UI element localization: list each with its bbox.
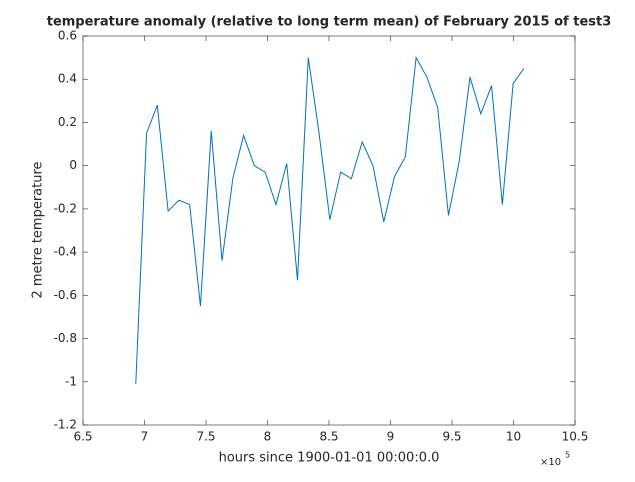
x-tick-label: 7.5	[196, 430, 215, 444]
x-tick-label: 8.5	[319, 430, 338, 444]
y-axis-label: 2 metre temperature	[31, 161, 46, 298]
y-tick-label: -0.6	[54, 288, 77, 302]
y-tick-label: -1	[65, 374, 77, 388]
x-tick-label: 9.5	[442, 430, 461, 444]
chart-title: temperature anomaly (relative to long te…	[47, 15, 612, 30]
y-tick-label: 0.4	[58, 72, 77, 86]
x-multiplier-exponent: 5	[565, 451, 570, 460]
x-multiplier-base: ×10	[540, 457, 561, 468]
x-tick-label: 8	[264, 430, 272, 444]
y-tick-label: -0.2	[54, 201, 77, 215]
x-axis-label: hours since 1900-01-01 00:00:0.0	[219, 451, 440, 466]
y-tick-label: -0.8	[54, 331, 77, 345]
y-tick-label: 0	[69, 158, 77, 172]
axes-box	[82, 35, 576, 426]
y-tick-label: -1.2	[54, 418, 77, 432]
x-tick-label: 7	[141, 430, 149, 444]
y-tick-label: 0.2	[58, 115, 77, 129]
y-tick-label: -0.4	[54, 245, 77, 259]
x-tick-label: 6.5	[73, 430, 92, 444]
x-tick-label: 9	[387, 430, 395, 444]
data-line	[135, 55, 525, 384]
y-tick-label: 0.6	[58, 29, 77, 43]
x-tick-label: 10.5	[562, 430, 589, 444]
x-tick-label: 10	[506, 430, 521, 444]
